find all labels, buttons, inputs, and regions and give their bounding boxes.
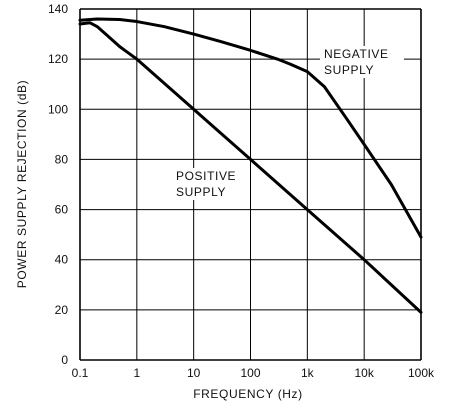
- y-axis-label: POWER SUPPLY REJECTION (dB): [15, 80, 29, 288]
- y-tick-label: 40: [55, 253, 69, 267]
- x-tick-label: 10: [187, 366, 201, 380]
- x-tick-label: 1: [133, 366, 140, 380]
- positive-supply-line: [78, 21, 423, 314]
- x-tick-label: 10k: [354, 366, 374, 380]
- positive-supply-label-line2: SUPPLY: [176, 185, 226, 199]
- negative-supply-label-line2: SUPPLY: [324, 63, 374, 77]
- x-tick-label: 1k: [301, 366, 315, 380]
- grid-lines: [79, 8, 422, 361]
- y-tick-label: 0: [61, 353, 68, 367]
- y-tick-label: 20: [55, 303, 69, 317]
- x-tick-label: 100k: [408, 366, 435, 380]
- series-lines: [78, 17, 423, 314]
- tick-labels: 0.1 1 10 100 1k 10k 100k 0 20 40 60 80 100 120 140: [48, 2, 435, 380]
- negative-supply-label-line1: NEGATIVE: [324, 47, 389, 61]
- x-tick-label: 0.1: [72, 366, 89, 380]
- y-tick-label: 60: [55, 203, 69, 217]
- y-tick-label: 140: [48, 2, 68, 16]
- x-tick-label: 100: [240, 366, 260, 380]
- negative-supply-line: [78, 17, 423, 239]
- x-axis-label: FREQUENCY (Hz): [193, 387, 303, 401]
- y-tick-label: 100: [48, 102, 68, 116]
- negative-label-background: [320, 46, 404, 78]
- positive-supply-label-line1: POSITIVE: [176, 169, 236, 183]
- positive-label-background: [172, 168, 248, 200]
- y-tick-label: 80: [55, 152, 69, 166]
- y-tick-label: 120: [48, 52, 68, 66]
